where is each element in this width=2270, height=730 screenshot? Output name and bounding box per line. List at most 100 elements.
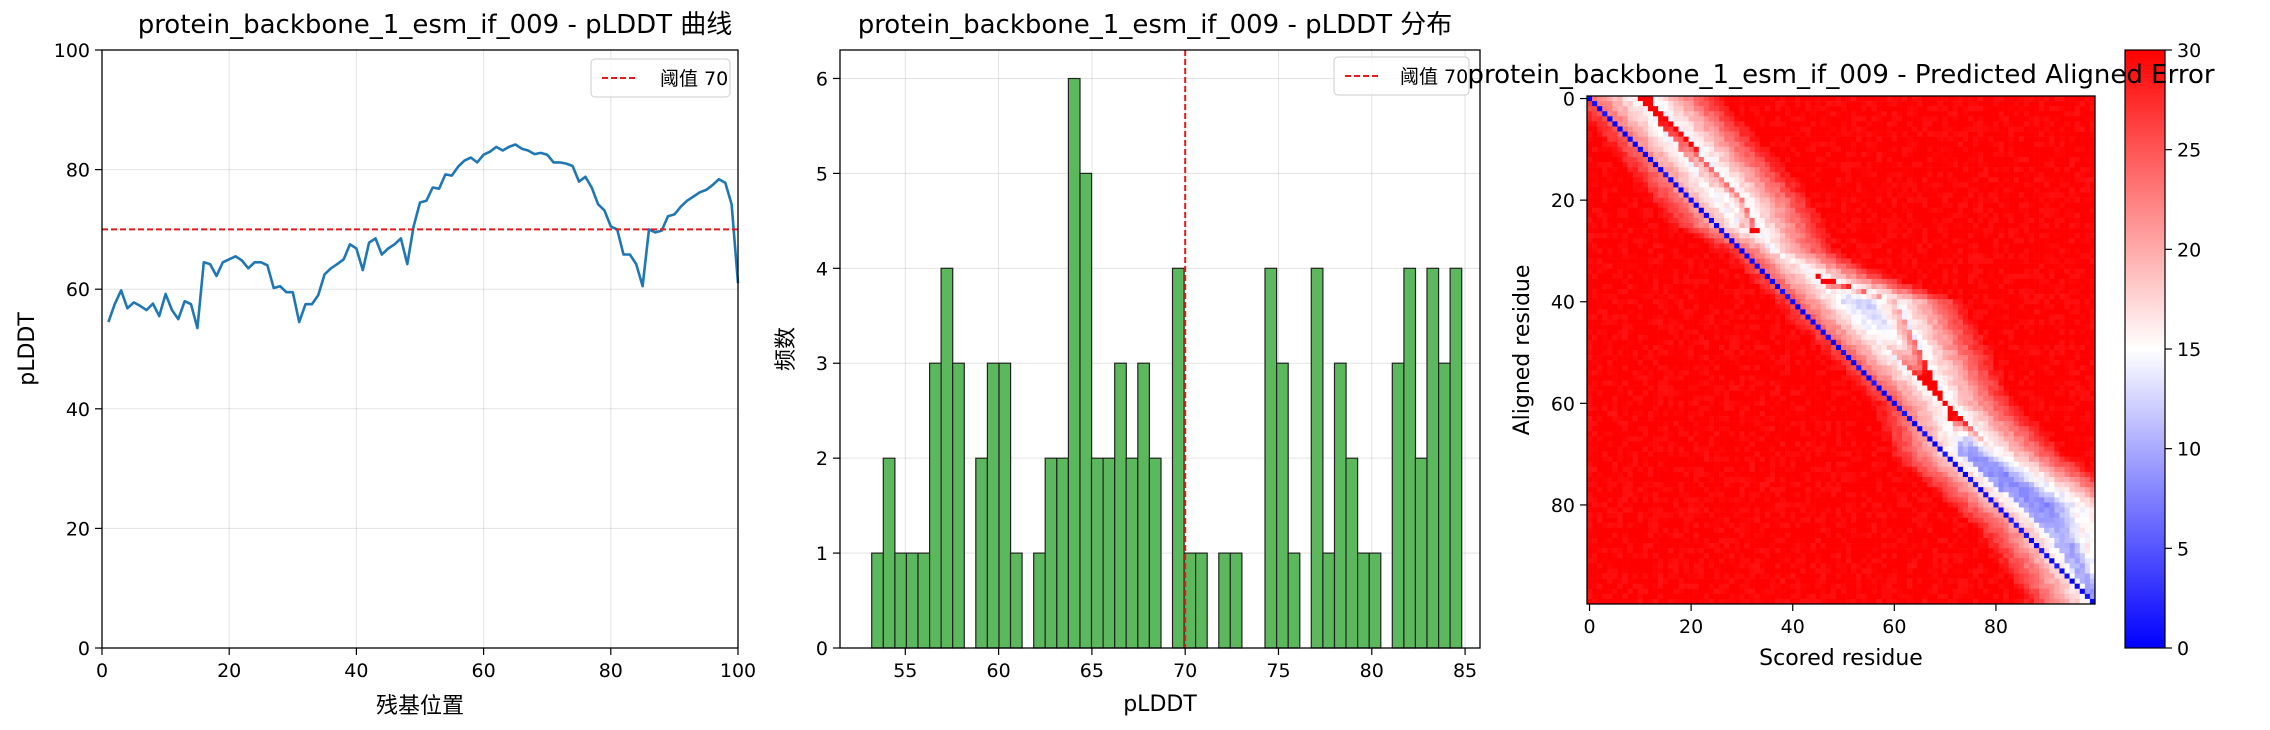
- pae-cell: [2079, 151, 2086, 158]
- pae-cell: [1830, 96, 1837, 102]
- pae-cell: [1637, 329, 1644, 336]
- pae-cell: [2018, 146, 2025, 153]
- pae-cell: [1668, 329, 1674, 336]
- pae-cell: [1642, 309, 1649, 315]
- pae-cell: [2023, 238, 2030, 244]
- pae-cell: [1825, 197, 1832, 203]
- pae-cell: [2039, 268, 2045, 275]
- pae-cell: [2084, 207, 2091, 214]
- pae-cell: [1993, 96, 1999, 102]
- pae-cell: [2044, 151, 2050, 158]
- pae-cell: [1927, 294, 1933, 300]
- pae-cell: [2013, 263, 2020, 270]
- pae-cell: [1597, 283, 1603, 290]
- pae-cell: [1800, 217, 1806, 224]
- pae-cell: [1734, 258, 1740, 264]
- pae-cell: [2054, 294, 2060, 300]
- pae-cell: [1658, 258, 1664, 264]
- pae-cell: [1968, 233, 1974, 239]
- pae-cell: [1922, 96, 1928, 102]
- pae-cell: [2064, 96, 2070, 102]
- pae-cell: [1993, 217, 1999, 224]
- pae-cell: [1800, 167, 1806, 173]
- pae-cell: [1622, 197, 1628, 203]
- pae-cell: [1693, 172, 1700, 178]
- pae-cell: [1642, 263, 1649, 270]
- pae-cell: [1922, 233, 1928, 239]
- pae-cell: [1886, 253, 1893, 259]
- pae-cell: [1937, 243, 1943, 249]
- pae-cell: [1719, 238, 1725, 244]
- pae-cell: [1673, 197, 1679, 203]
- pae-cell: [1805, 299, 1811, 305]
- pae-cell: [2028, 314, 2035, 320]
- pae-cell: [1896, 217, 1903, 224]
- plddt-line-legend: 阈值 70: [590, 58, 731, 98]
- pae-cell: [2008, 238, 2015, 244]
- pae-cell: [2059, 228, 2065, 234]
- pae-cell: [1602, 263, 1608, 270]
- pae-cell: [2069, 116, 2075, 122]
- pae-cell: [1988, 223, 1994, 229]
- pae-cell: [1866, 177, 1872, 183]
- pae-cell: [1637, 167, 1644, 173]
- pae-cell: [1729, 162, 1735, 168]
- pae-cell: [1617, 273, 1623, 280]
- pae-cell: [1973, 329, 1979, 336]
- pae-cell: [1632, 111, 1639, 117]
- pae-cell: [2013, 324, 2020, 330]
- pae-cell: [1800, 314, 1806, 320]
- pae-cell: [1947, 263, 1954, 270]
- pae-cell: [1962, 217, 1969, 224]
- pae-cell: [2013, 268, 2020, 275]
- pae-cell: [1708, 151, 1715, 158]
- pae-cell: [2079, 268, 2086, 275]
- pae-cell: [1617, 131, 1623, 137]
- pae-cell: [2049, 146, 2055, 153]
- pae-cell: [1988, 238, 1994, 244]
- pae-cell: [1698, 263, 1705, 270]
- pae-cell: [1627, 197, 1634, 203]
- pae-cell: [2003, 151, 2009, 158]
- pae-cell: [1658, 172, 1664, 178]
- pae-cell: [1968, 258, 1974, 264]
- pae-cell: [1719, 233, 1725, 239]
- pae-cell: [1988, 141, 1994, 148]
- pae-cell: [2039, 197, 2045, 203]
- pae-cell: [1663, 268, 1669, 275]
- pae-cell: [1719, 217, 1725, 224]
- plddt-line-y-tick-label: 40: [66, 399, 90, 421]
- pae-cell: [1754, 172, 1761, 178]
- pae-cell: [2008, 126, 2015, 132]
- pae-cell: [1617, 121, 1623, 127]
- pae-cell: [1876, 202, 1882, 209]
- pae-cell: [2034, 309, 2040, 315]
- pae-cell: [1876, 233, 1882, 239]
- pae-cell: [1886, 299, 1893, 305]
- pae-cell: [1688, 334, 1694, 341]
- pae-cell: [1663, 314, 1669, 320]
- pae-cell: [1612, 294, 1618, 300]
- pae-cell: [1820, 141, 1827, 148]
- pae-cell: [2023, 253, 2030, 259]
- pae-cell: [1820, 329, 1827, 336]
- pae-cell: [1769, 141, 1776, 148]
- pae-cell: [2034, 258, 2040, 264]
- pae-cell: [1647, 116, 1654, 122]
- pae-cell: [1698, 187, 1705, 193]
- pae-cell: [1835, 324, 1842, 330]
- pae-cell: [1729, 177, 1735, 183]
- pae-cell: [1830, 217, 1837, 224]
- pae-cell: [1734, 314, 1740, 320]
- pae-cell: [1627, 182, 1634, 188]
- pae-cell: [1683, 223, 1689, 229]
- pae-cell: [1901, 187, 1908, 193]
- pae-cell: [1861, 182, 1867, 188]
- pae-cell: [1688, 182, 1694, 188]
- pae-cell: [2013, 192, 2020, 198]
- pae-cell: [1673, 253, 1679, 259]
- pae-cell: [1841, 182, 1847, 188]
- pae-cell: [1876, 106, 1882, 112]
- pae-cell: [2069, 101, 2075, 107]
- pae-cell: [1734, 243, 1740, 249]
